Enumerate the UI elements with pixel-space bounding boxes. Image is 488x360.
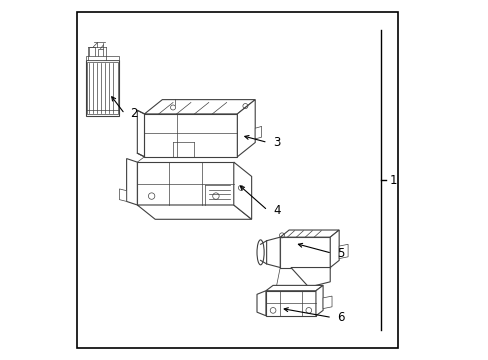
Polygon shape	[137, 162, 233, 205]
Text: 4: 4	[272, 204, 280, 217]
Polygon shape	[257, 291, 265, 316]
Polygon shape	[98, 49, 103, 60]
Text: 5: 5	[337, 247, 344, 260]
Text: 2: 2	[130, 107, 138, 120]
Polygon shape	[144, 114, 237, 157]
Polygon shape	[266, 237, 280, 267]
Polygon shape	[315, 285, 323, 316]
Text: 1: 1	[388, 174, 396, 186]
Polygon shape	[119, 189, 126, 202]
Polygon shape	[137, 205, 251, 219]
Polygon shape	[329, 230, 339, 267]
Text: 3: 3	[272, 136, 280, 149]
Polygon shape	[265, 291, 315, 316]
Bar	[85, 60, 119, 116]
Text: 6: 6	[337, 311, 344, 324]
Polygon shape	[126, 158, 137, 205]
Polygon shape	[89, 47, 95, 60]
Polygon shape	[265, 285, 323, 291]
Polygon shape	[144, 100, 255, 114]
Polygon shape	[339, 244, 347, 258]
Polygon shape	[280, 230, 339, 237]
Polygon shape	[280, 237, 329, 267]
Polygon shape	[323, 296, 331, 309]
Polygon shape	[86, 56, 119, 60]
Polygon shape	[290, 267, 329, 287]
Polygon shape	[255, 126, 261, 139]
Polygon shape	[233, 162, 251, 219]
Polygon shape	[237, 100, 255, 157]
Polygon shape	[137, 111, 144, 157]
